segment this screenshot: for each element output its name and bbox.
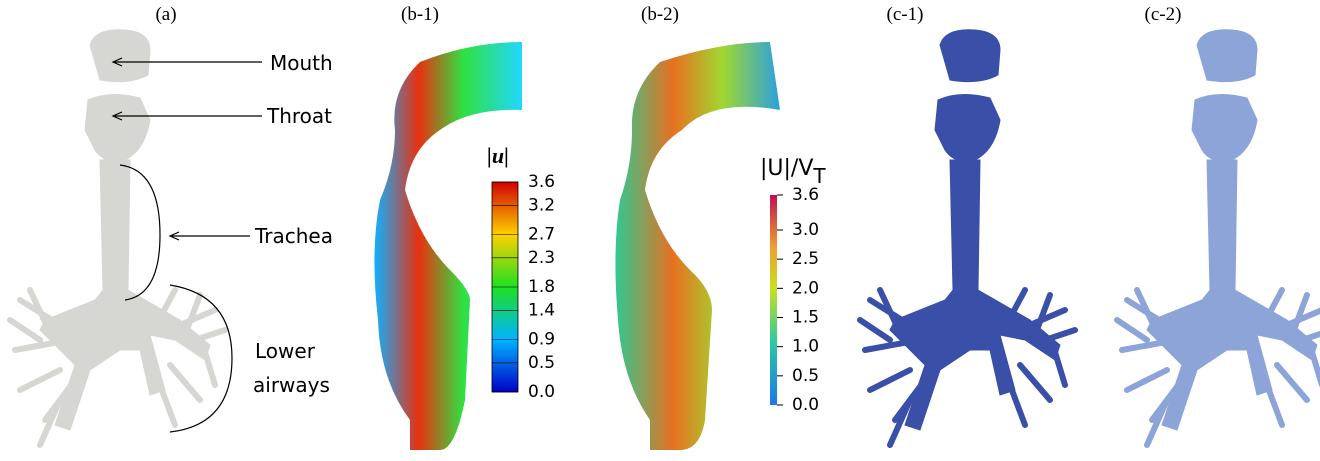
- panel-label: (b-2): [641, 4, 679, 25]
- panel-labels: (a) (b-1) (b-2) (c-1) (c-2): [155, 4, 1181, 25]
- title-text: |U|/V: [760, 156, 813, 181]
- tick-label: 0.0: [792, 395, 819, 415]
- tick-label: 1.5: [792, 308, 819, 328]
- tick-label: 0.5: [792, 366, 819, 386]
- annotation: airways: [253, 373, 330, 397]
- figure: (a) (b-1) (b-2) (c-1) (c-2) Mouth Throat…: [0, 0, 1320, 461]
- tick-label: 1.0: [792, 337, 819, 357]
- colorbar-title: |U|/VT: [760, 156, 826, 188]
- annotation: Trachea: [254, 224, 333, 248]
- annotation: Throat: [266, 104, 332, 128]
- panel-label: (b-1): [401, 4, 439, 25]
- colorbar: [770, 195, 777, 405]
- tick-label: 0.0: [528, 382, 555, 402]
- airway-model: [10, 30, 225, 445]
- tick-label: 3.0: [792, 220, 819, 240]
- tick-label: 3.2: [528, 195, 555, 215]
- tick-label: 0.5: [528, 353, 555, 373]
- colorbar-title: |u|: [487, 143, 509, 168]
- tick-label: 3.6: [792, 185, 819, 205]
- panel-label: (c-1): [887, 4, 924, 25]
- tick-label: 2.0: [792, 278, 819, 298]
- annotation: Lower: [255, 339, 316, 363]
- tick-label: 1.4: [528, 300, 555, 320]
- annotation: Mouth: [270, 51, 333, 75]
- tick-label: 3.6: [528, 172, 555, 192]
- panel-label: (c-2): [1145, 4, 1182, 25]
- tick-label: 0.9: [528, 330, 555, 350]
- panel-label: (a): [155, 4, 176, 25]
- tick-label: 2.7: [528, 225, 555, 245]
- tick-label: 2.5: [792, 249, 819, 269]
- flow-field: [615, 42, 780, 450]
- airway-render: [860, 30, 1075, 445]
- tick-label: 2.3: [528, 248, 555, 268]
- tick-label: 1.8: [528, 277, 555, 297]
- airway-render: [1117, 30, 1320, 445]
